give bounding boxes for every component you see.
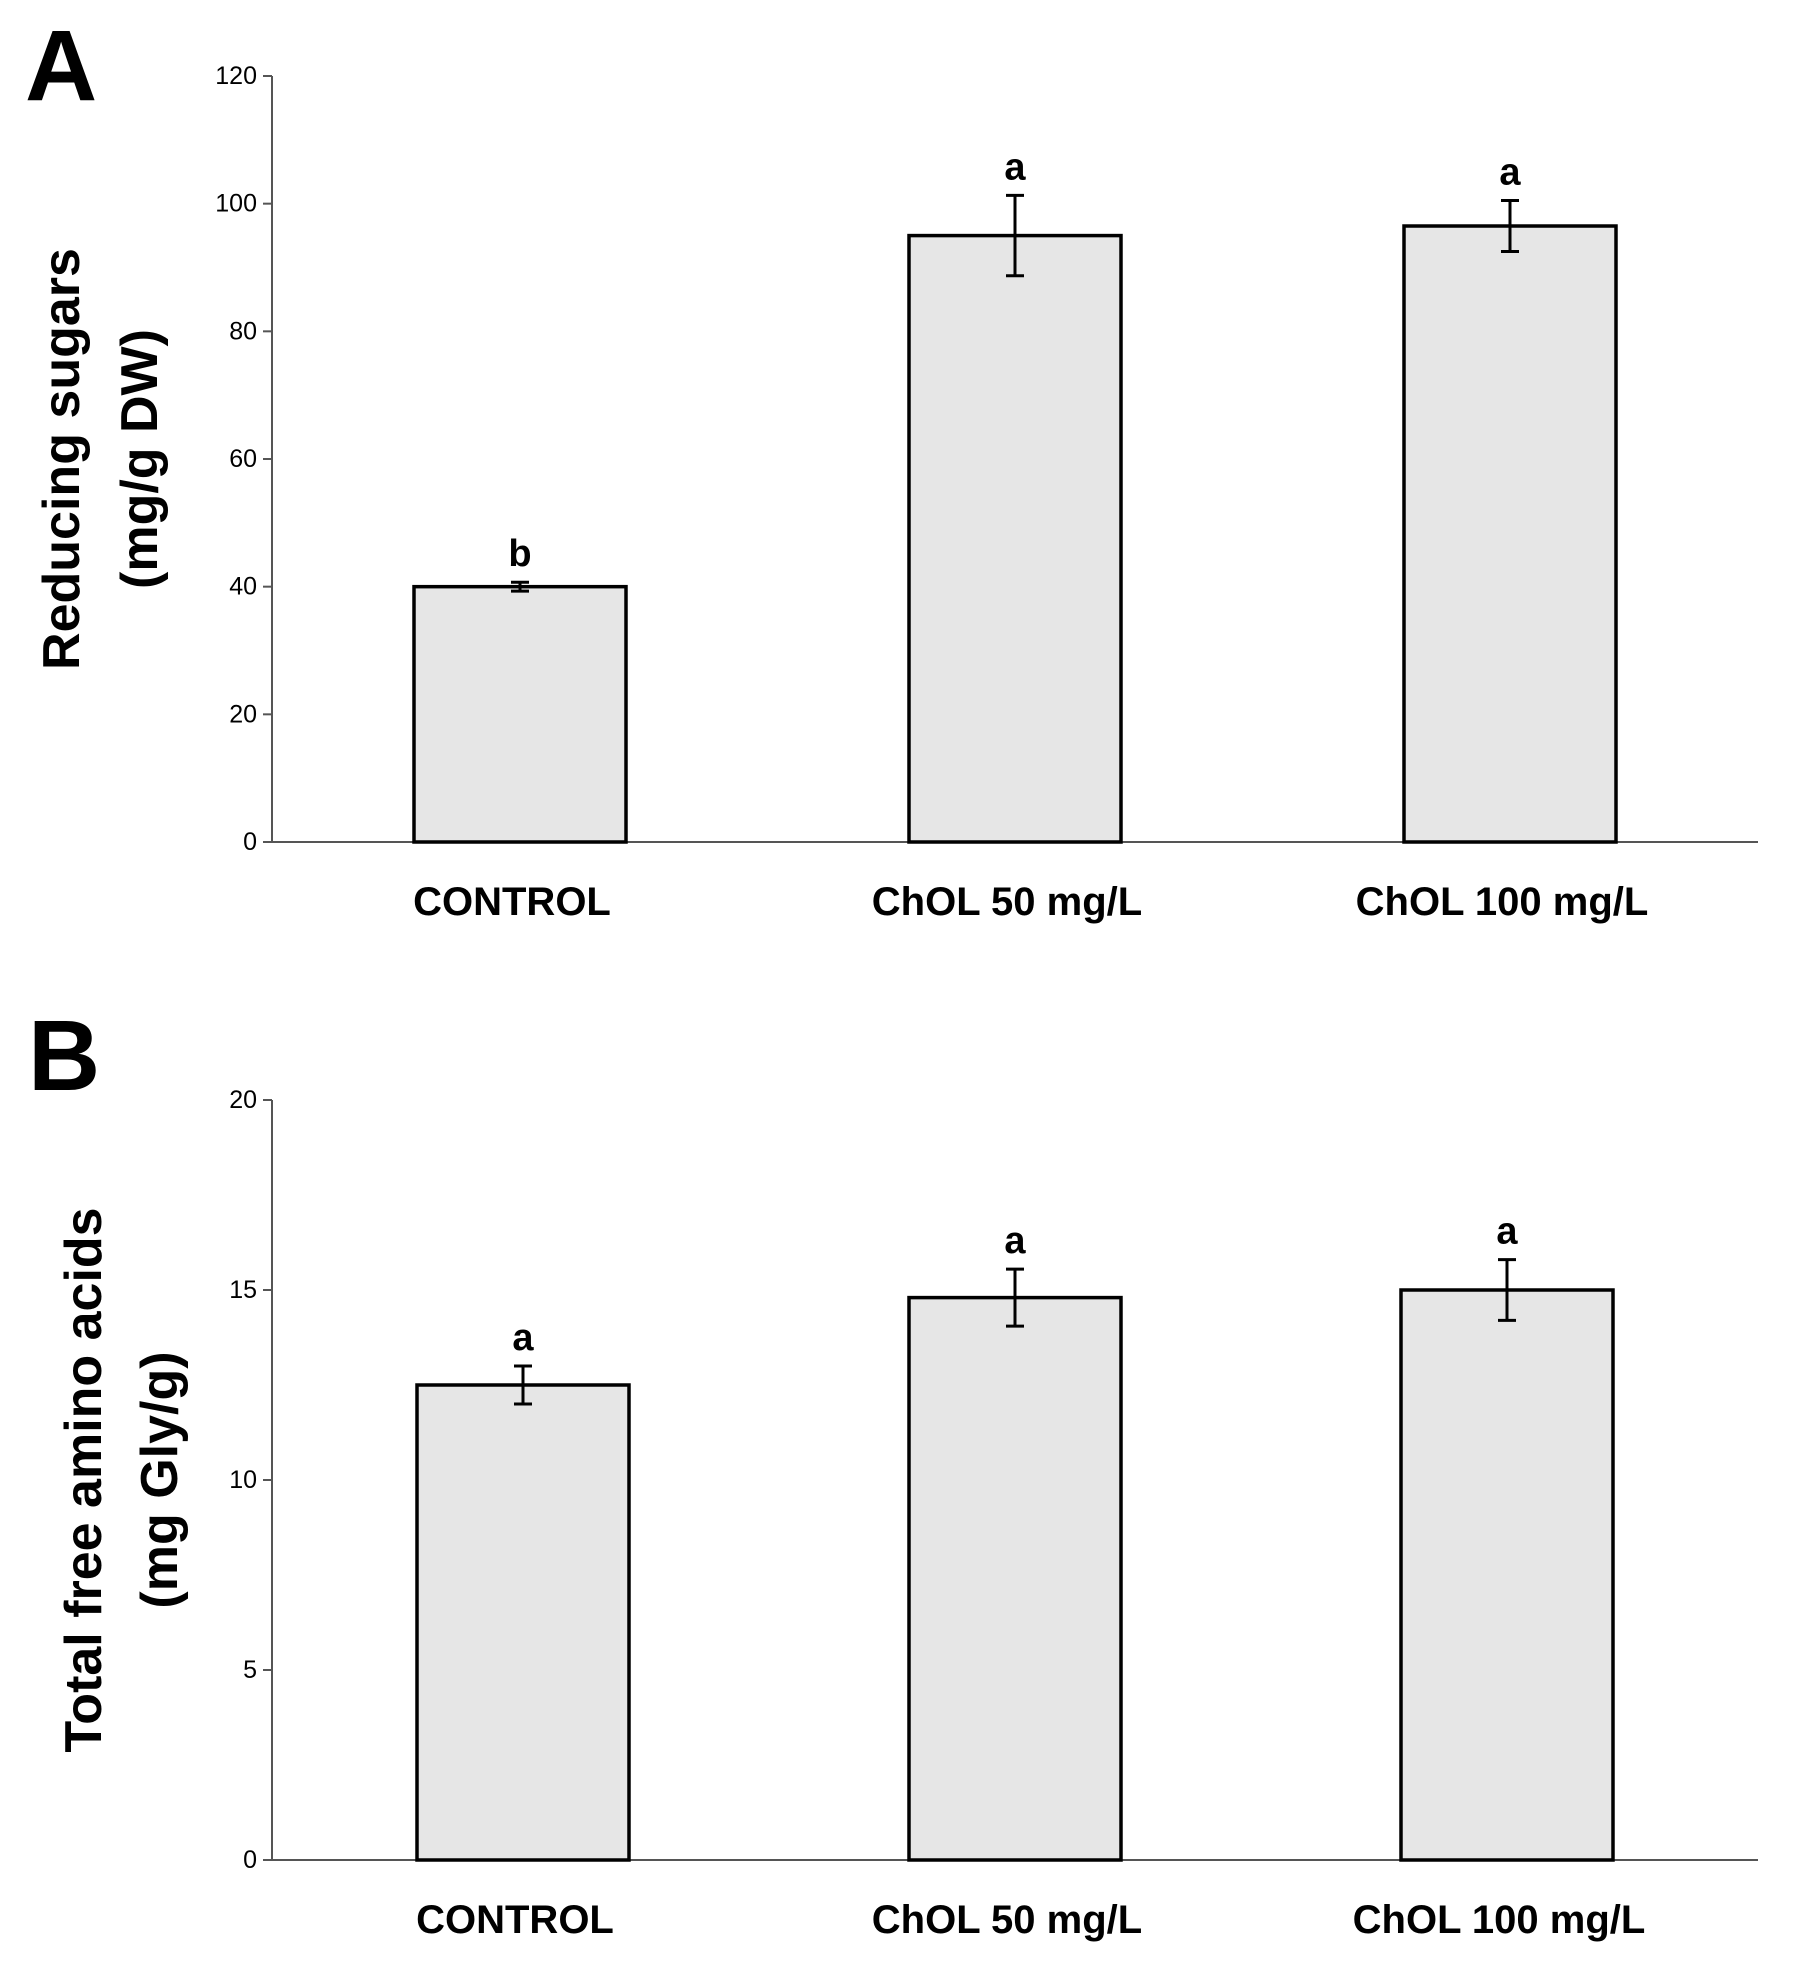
bar xyxy=(412,584,628,844)
y-axis-label: (mg Gly/g) xyxy=(131,1351,189,1608)
error-bar xyxy=(1006,1267,1024,1328)
error-bar xyxy=(1006,193,1024,278)
bar xyxy=(1402,224,1618,844)
error-bar xyxy=(511,580,529,593)
significance-label: a xyxy=(1499,151,1521,193)
bar xyxy=(907,1295,1123,1862)
y-tick-label: 80 xyxy=(229,317,257,345)
x-tick-label: CONTROL xyxy=(416,1898,614,1942)
y-tick-label: 20 xyxy=(229,700,257,728)
error-bar xyxy=(514,1364,532,1406)
bar xyxy=(907,233,1123,844)
significance-label: a xyxy=(1004,1220,1026,1262)
panel-a: A Reducing sugars (mg/g DW) 0 20 40 60 80 100 120… xyxy=(25,10,1758,924)
y-axis-label: Total free amino acids xyxy=(55,1207,113,1752)
x-tick-label: CONTROL xyxy=(413,880,611,924)
x-tick-label: ChOL 50 mg/L xyxy=(872,1898,1142,1942)
x-tick-label: ChOL 100 mg/L xyxy=(1353,1898,1646,1942)
y-tick-label: 20 xyxy=(229,1086,257,1114)
y-tick-label: 15 xyxy=(229,1276,257,1304)
y-tick-label: 0 xyxy=(243,1846,257,1874)
y-tick-label: 120 xyxy=(215,62,257,90)
x-tick-label: ChOL 100 mg/L xyxy=(1356,880,1649,924)
y-tick-label: 0 xyxy=(243,828,257,856)
bar xyxy=(1399,1288,1615,1862)
significance-label: a xyxy=(1004,146,1026,188)
y-tick-label: 60 xyxy=(229,445,257,473)
error-bar xyxy=(1498,1258,1516,1322)
panel-letter: B xyxy=(28,1000,100,1112)
panel-b: B Total free amino acids (mg Gly/g) 0 5 10 15 2… xyxy=(28,1000,1758,1942)
x-tick-label: ChOL 50 mg/L xyxy=(872,880,1142,924)
y-tick-label: 100 xyxy=(215,190,257,218)
y-tick-label: 10 xyxy=(229,1466,257,1494)
y-axis-label: (mg/g DW) xyxy=(111,329,169,589)
error-bar xyxy=(1501,198,1519,254)
y-tick-label: 5 xyxy=(243,1656,257,1684)
y-tick-label: 40 xyxy=(229,573,257,601)
bar xyxy=(415,1383,631,1862)
significance-label: b xyxy=(508,533,531,575)
panel-letter: A xyxy=(25,10,97,122)
significance-label: a xyxy=(512,1317,534,1359)
y-axis-label: Reducing sugars xyxy=(33,248,91,670)
significance-label: a xyxy=(1496,1211,1518,1253)
